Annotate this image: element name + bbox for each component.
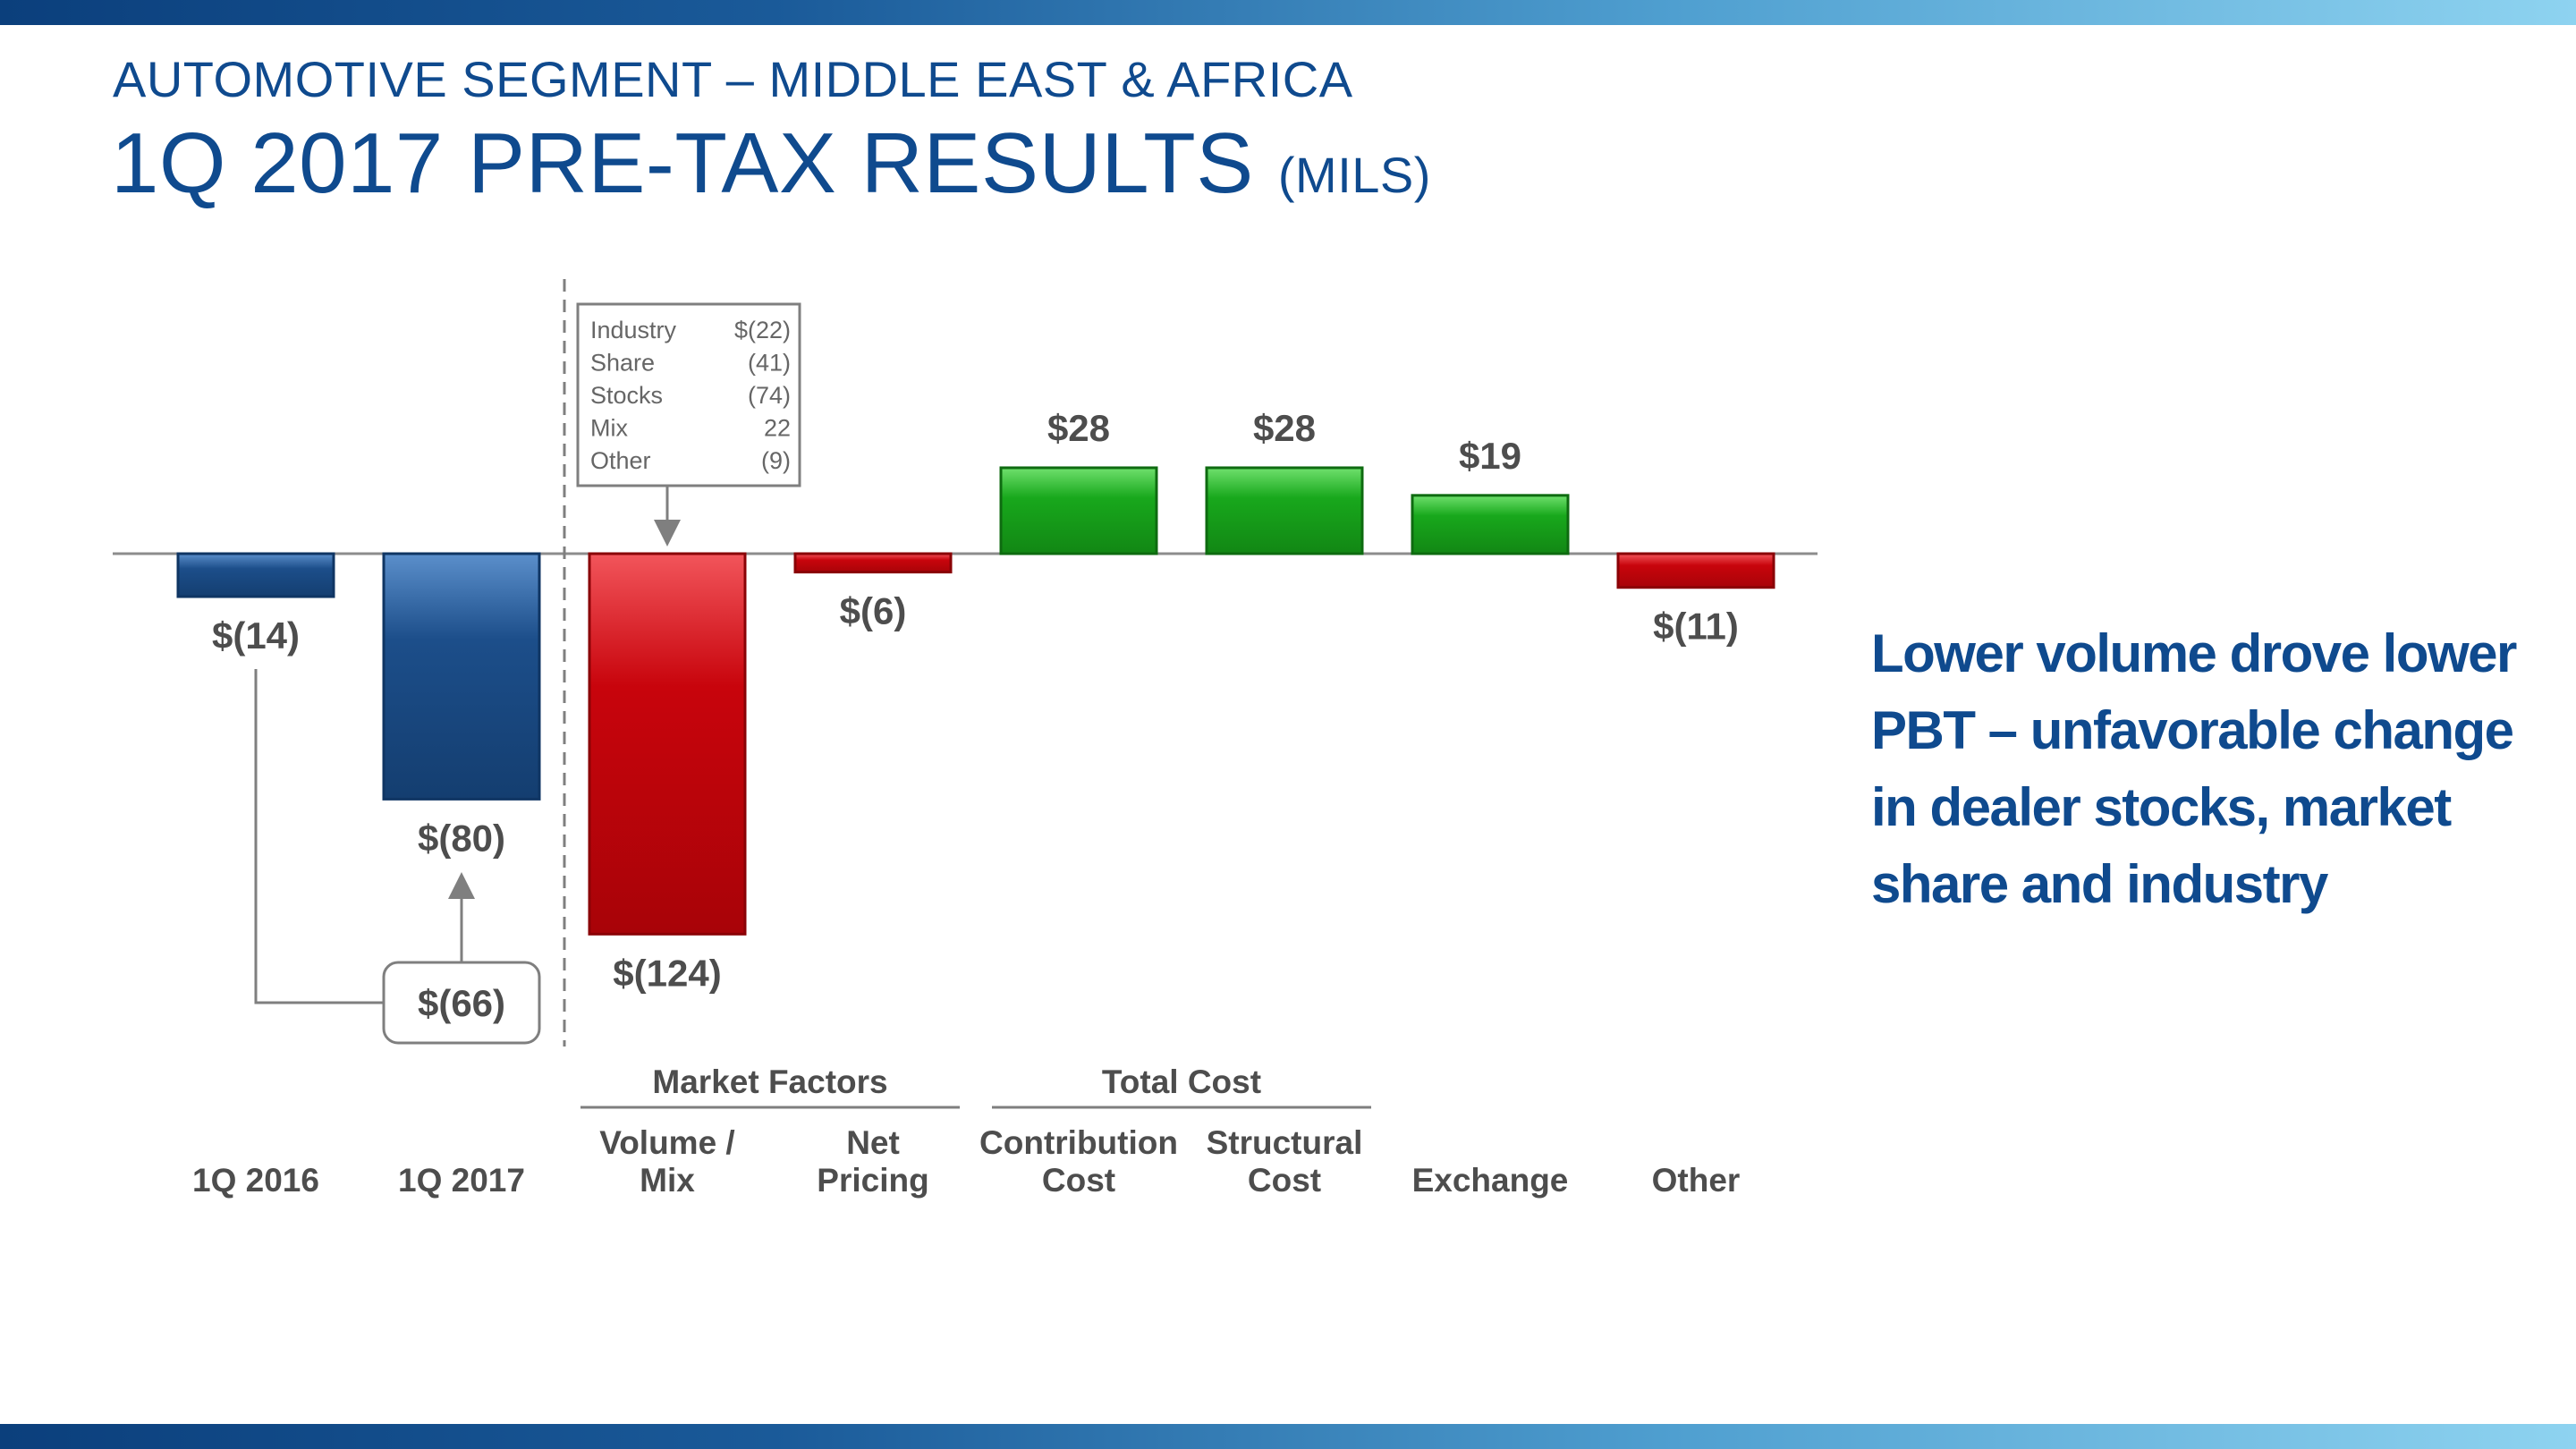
top-gradient-band: [0, 0, 2576, 25]
slide-title-unit: (MILS): [1277, 147, 1431, 203]
category-label-net-pricing: Net Pricing: [817, 1124, 928, 1199]
category-label-structural-cost: Structural Cost: [1207, 1124, 1363, 1199]
value-label-volume-mix: $(124): [613, 952, 721, 994]
category-label-other: Other: [1652, 1162, 1741, 1199]
category-label-contribution-cost: Contribution Cost: [979, 1124, 1178, 1199]
bar-volume-mix: [588, 552, 747, 936]
value-label-net-pricing: $(6): [840, 590, 907, 632]
value-label-1q-2016: $(14): [212, 614, 300, 657]
category-label-1q-2017: 1Q 2017: [398, 1162, 525, 1199]
breakdown-name-industry: Industry: [590, 317, 677, 343]
value-label-structural-cost: $28: [1253, 407, 1316, 449]
bar-other: [1616, 552, 1775, 589]
breakdown-name-mix: Mix: [590, 415, 628, 442]
value-label-other: $(11): [1653, 606, 1739, 648]
bar-net-pricing: [793, 552, 953, 574]
bar-structural-cost: [1205, 466, 1364, 555]
breakdown-value-share: (41): [748, 350, 791, 377]
breakdown-value-stocks: (74): [748, 382, 791, 409]
group-label-market-factors: Market Factors: [652, 1063, 887, 1100]
value-label-exchange: $19: [1459, 435, 1521, 477]
slide-subtitle: AUTOMOTIVE SEGMENT – MIDDLE EAST & AFRIC…: [113, 51, 1353, 107]
bar-1q-2016: [176, 552, 335, 598]
takeaway-text: Lower volume drove lower PBT – unfavorab…: [1871, 623, 2517, 914]
category-label-volume-mix: Volume / Mix: [599, 1124, 734, 1199]
bottom-gradient-band: [0, 1424, 2576, 1449]
breakdown-name-other: Other: [590, 447, 651, 474]
breakdown-value-industry: $(22): [734, 317, 791, 343]
breakdown-name-stocks: Stocks: [590, 382, 663, 409]
bar-contribution-cost: [999, 466, 1158, 555]
slide-title: 1Q 2017 PRE-TAX RESULTS (MILS): [111, 114, 1431, 213]
breakdown-box: [576, 302, 801, 487]
value-label-1q-2017: $(80): [418, 817, 505, 859]
breakdown-value-other: (9): [761, 447, 791, 474]
change-connector-line: [254, 669, 384, 1004]
group-label-total-cost: Total Cost: [1102, 1063, 1261, 1100]
category-label-exchange: Exchange: [1412, 1162, 1569, 1199]
bar-1q-2017: [382, 552, 541, 801]
breakdown-name-share: Share: [590, 350, 655, 377]
bar-exchange: [1411, 494, 1570, 555]
breakdown-value-mix: 22: [764, 415, 791, 442]
category-label-1q-2016: 1Q 2016: [192, 1162, 319, 1199]
change-callout-label: $(66): [418, 982, 505, 1024]
change-callout-box: [382, 961, 541, 1045]
slide-title-text: 1Q 2017 PRE-TAX RESULTS: [111, 115, 1254, 211]
value-label-contribution-cost: $28: [1047, 407, 1110, 449]
